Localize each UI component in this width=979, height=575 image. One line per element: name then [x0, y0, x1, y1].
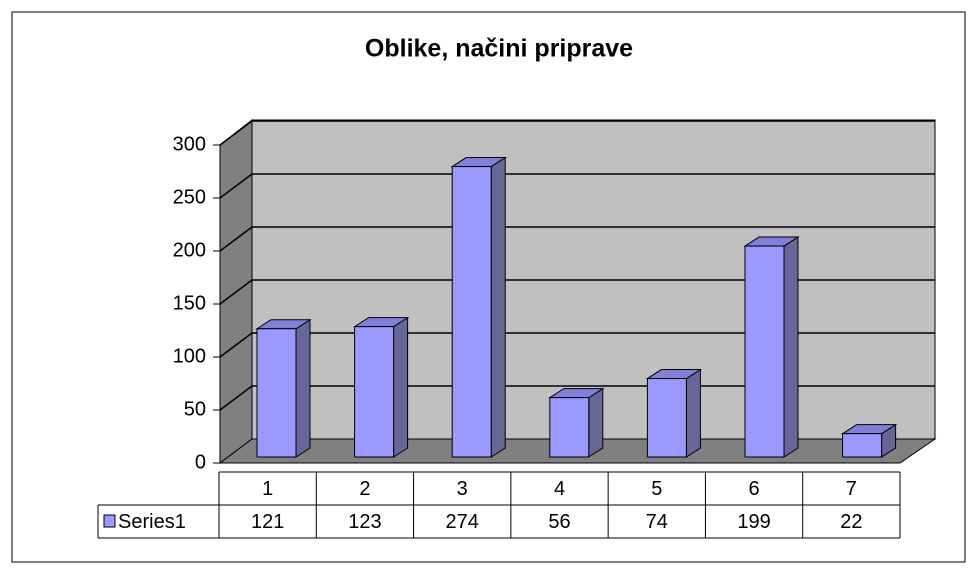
y-tick-label: 200 [173, 239, 206, 261]
chart-title: Oblike, načini priprave [365, 35, 633, 63]
bar-side [490, 156, 506, 458]
table-value: 274 [446, 511, 479, 533]
x-tick-label: 7 [846, 478, 857, 500]
y-tick-label: 0 [195, 451, 206, 473]
grid-line [219, 120, 935, 146]
bar [549, 397, 590, 458]
bar [744, 245, 785, 458]
bar [354, 326, 395, 458]
y-tick-label: 300 [173, 133, 206, 155]
table-value: 22 [840, 511, 862, 533]
x-tick-label: 2 [359, 478, 370, 500]
y-tick-label: 150 [173, 292, 206, 314]
bar-side [393, 316, 409, 458]
bar-side [685, 368, 701, 458]
grid-line [219, 279, 935, 305]
bar [256, 328, 297, 458]
bar [646, 378, 687, 458]
y-tick-label: 100 [173, 345, 206, 367]
bar [842, 433, 883, 458]
grid-line [219, 226, 935, 252]
x-tick-label: 5 [651, 478, 662, 500]
table-value: 121 [251, 511, 284, 533]
x-tick-label: 6 [749, 478, 760, 500]
table-value: 199 [737, 511, 770, 533]
x-tick-label: 1 [262, 478, 273, 500]
bar [451, 166, 492, 458]
grid-line [219, 332, 935, 358]
table-value: 56 [548, 511, 570, 533]
x-tick-label: 3 [457, 478, 468, 500]
grid-line [219, 173, 935, 199]
bar-side [295, 318, 311, 458]
bar-side [588, 387, 604, 458]
bar-side [783, 236, 799, 458]
legend-key [103, 514, 116, 528]
table-value: 74 [646, 511, 668, 533]
x-tick-label: 4 [554, 478, 565, 500]
y-tick-label: 250 [173, 186, 206, 208]
table-value: 123 [348, 511, 381, 533]
y-tick-label: 50 [184, 398, 206, 420]
grid-line [219, 385, 935, 411]
legend-label: Series1 [118, 511, 186, 533]
